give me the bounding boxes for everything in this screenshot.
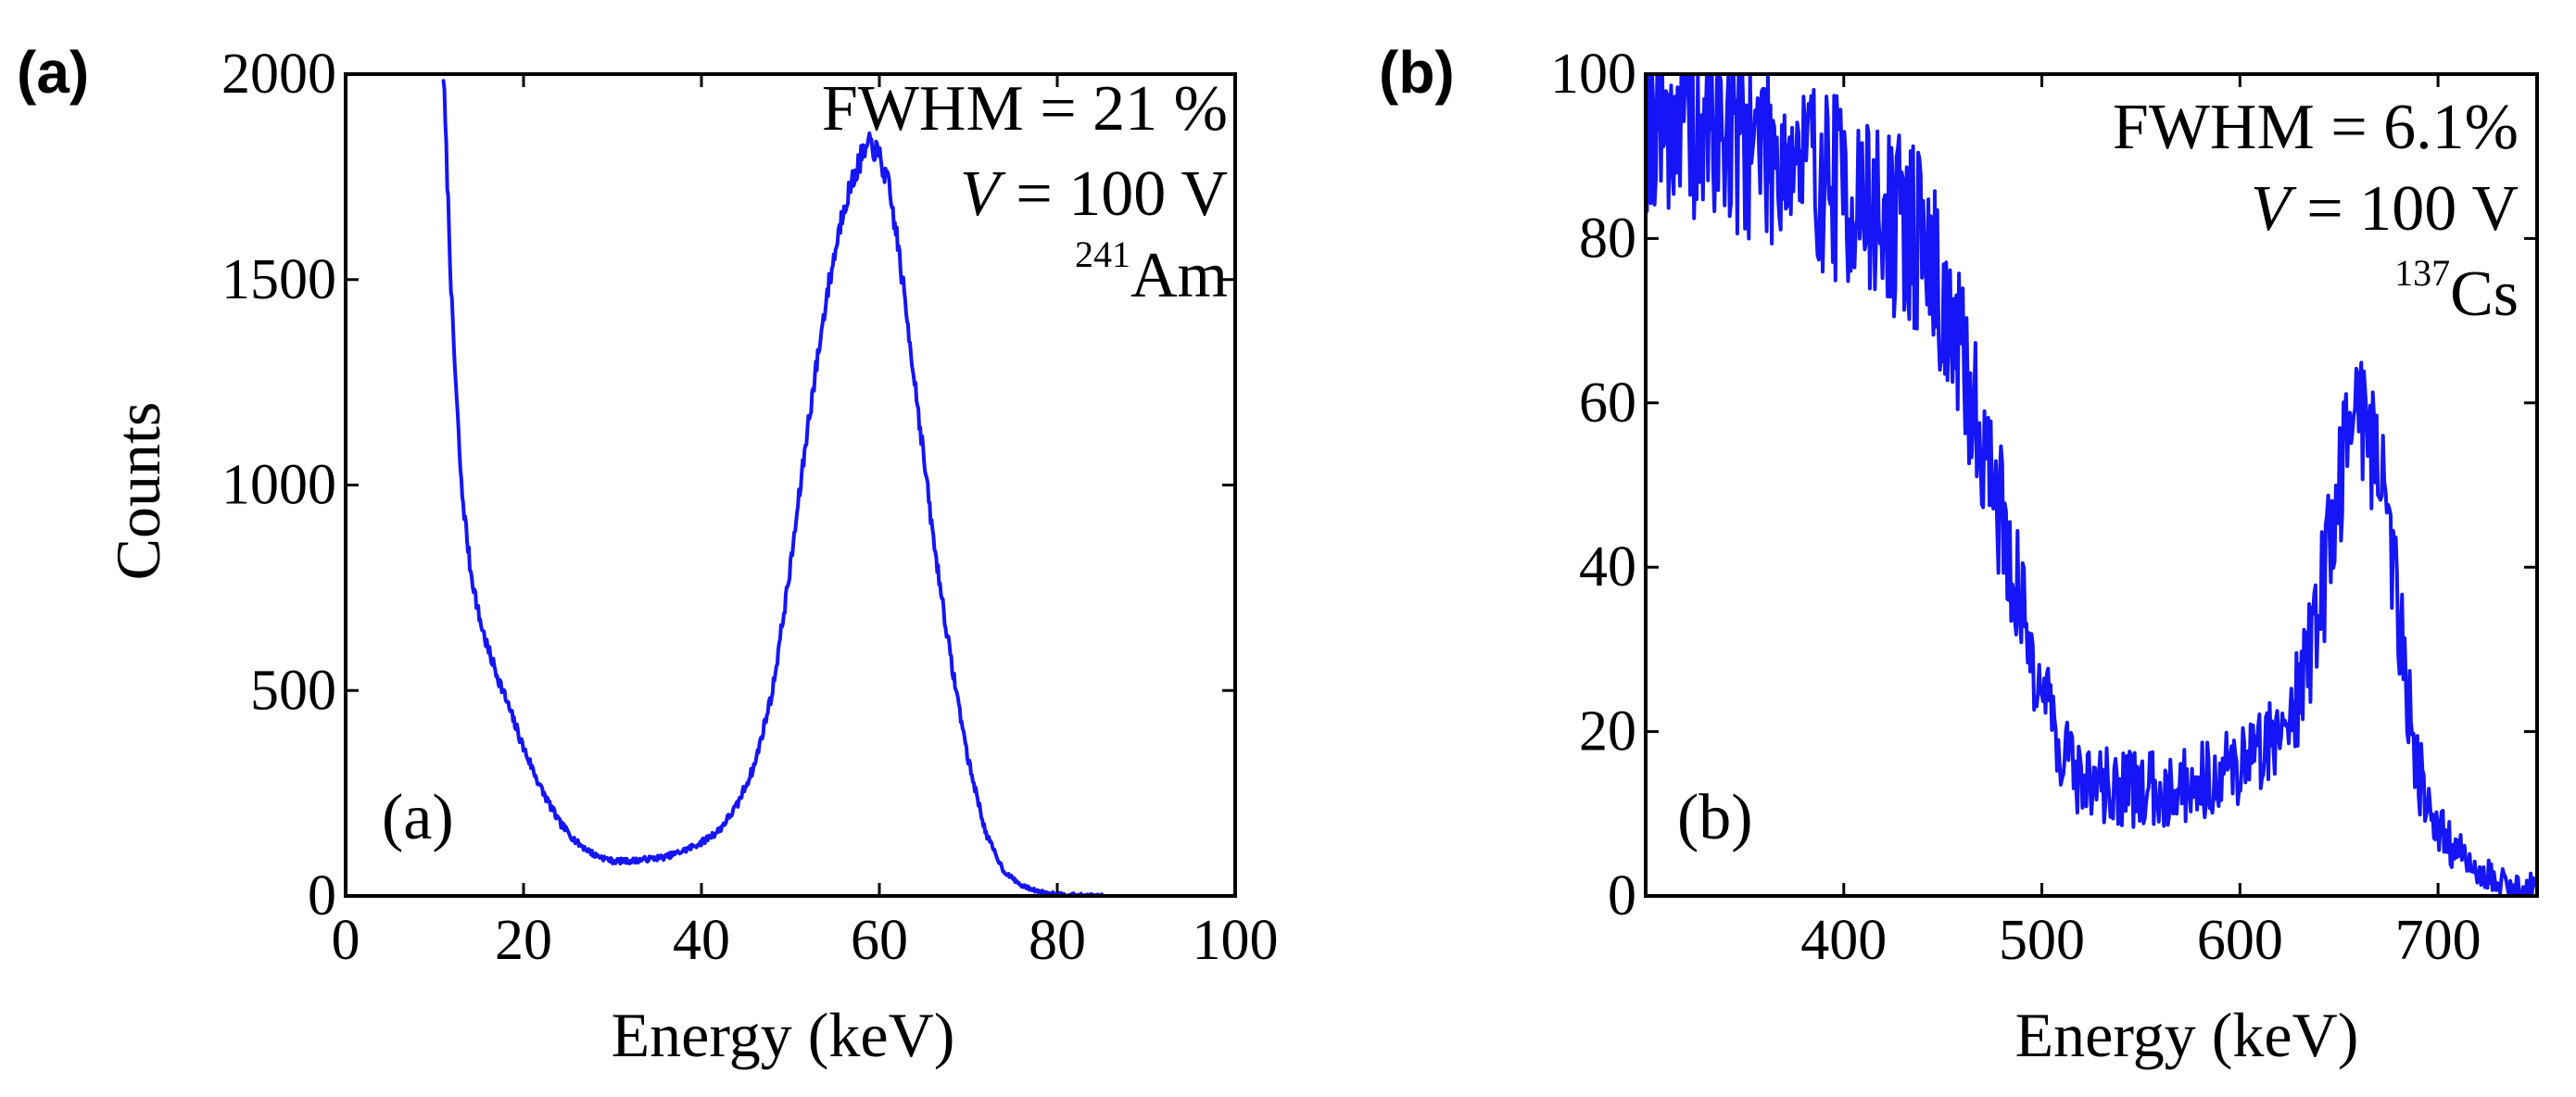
isotope-label-a: 241Am	[1075, 233, 1228, 311]
inner-panel-label-a: (a)	[382, 782, 454, 853]
spectrum-line	[441, 79, 1104, 898]
x-tick-label: 400	[1800, 909, 1887, 972]
fwhm-label-a: FWHM = 21 %	[822, 73, 1228, 145]
y-tick-label: 40	[1579, 536, 1636, 599]
y-tick-label: 60	[1579, 372, 1636, 435]
y-tick-label: 1000	[221, 454, 336, 517]
x-tick-label: 20	[495, 909, 552, 972]
x-tick-label: 100	[1193, 909, 1279, 972]
panel-a: (a) Counts Energy (keV) 0 20 40 60 80 1000500…	[17, 39, 1279, 1070]
voltage-label-b: V = 100 V	[2251, 173, 2519, 245]
x-tick-label: 60	[851, 909, 908, 972]
y-tick-label: 500	[250, 659, 336, 722]
x-tick-label: 500	[1999, 909, 2085, 972]
y-tick-label: 0	[308, 864, 336, 927]
y-tick-label: 1500	[221, 248, 336, 311]
y-tick-label: 80	[1579, 207, 1636, 270]
spectrum-line	[1644, 72, 2539, 898]
y-tick-label: 100	[1550, 43, 1636, 106]
series-a	[441, 79, 1104, 898]
x-axis-label-b: Energy (keV)	[2015, 1000, 2359, 1070]
series-b	[1644, 72, 2539, 898]
fwhm-label-b: FWHM = 6.1%	[2113, 92, 2519, 163]
y-tick-label: 0	[1608, 864, 1636, 927]
voltage-rest-a: = 100 V	[1016, 158, 1228, 230]
isotope-mass-a: 241	[1075, 233, 1130, 275]
x-tick-label: 600	[2197, 909, 2283, 972]
y-tick-label: 2000	[221, 43, 336, 106]
panel-label-b: (b)	[1379, 39, 1455, 106]
x-axis-label-a: Energy (keV)	[612, 1000, 955, 1070]
plot-frame-a	[344, 72, 1237, 898]
ticks-b: 400 500 600 700 0 20 40 60 80 100	[1550, 43, 2537, 972]
y-axis-label-a: Counts	[103, 402, 173, 581]
inner-panel-label-b: (b)	[1677, 782, 1753, 853]
isotope-symbol-b: Cs	[2450, 258, 2519, 330]
x-tick-label: 40	[673, 909, 730, 972]
panel-b: (b) Energy (keV) 400 500 600 700 0 20 40 60 80 10…	[1379, 39, 2539, 1070]
voltage-var-a: V	[960, 158, 1006, 230]
x-tick-label: 700	[2395, 909, 2481, 972]
plot-frame-b	[1644, 72, 2539, 898]
voltage-label-a: V = 100 V	[960, 158, 1228, 230]
voltage-rest-b: = 100 V	[2306, 173, 2519, 245]
y-tick-label: 20	[1579, 700, 1636, 763]
x-tick-label: 0	[332, 909, 360, 972]
isotope-symbol-a: Am	[1130, 240, 1228, 311]
isotope-mass-b: 137	[2394, 252, 2450, 294]
voltage-var-b: V	[2251, 173, 2297, 245]
isotope-label-b: 137Cs	[2394, 252, 2519, 330]
x-tick-label: 80	[1029, 909, 1086, 972]
panel-label-a: (a)	[17, 39, 89, 106]
